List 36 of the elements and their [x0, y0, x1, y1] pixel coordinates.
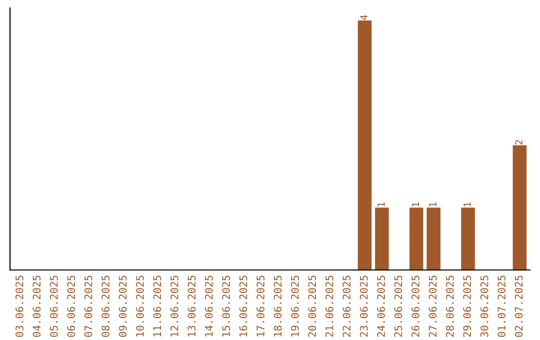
x-tick-label: 30.06.2025 [480, 276, 488, 337]
x-tick-label: 17.06.2025 [256, 276, 264, 336]
x-tick-label: 15.06.2025 [222, 276, 230, 336]
x-tick-label: 18.06.2025 [274, 276, 282, 336]
x-tick-label: 14.06.2025 [204, 276, 213, 336]
x-tick-label: 23.06.2025 [360, 276, 368, 337]
data-label: 4 [360, 15, 368, 20]
x-tick-label: 08.06.2025 [102, 276, 110, 337]
x-tick-label: 04.06.2025 [32, 276, 41, 337]
x-tick-label: 07.06.2025 [84, 276, 92, 337]
x-tick-label: 19.06.2025 [291, 276, 299, 336]
x-tick-label: 20.06.2025 [308, 276, 316, 337]
data-label: 1 [464, 202, 471, 206]
x-tick-label: 21.06.2025 [325, 276, 334, 337]
x-tick-label: 03.06.2025 [16, 276, 24, 337]
data-label: 1 [412, 202, 420, 206]
x-tick-label: 12.06.2025 [170, 276, 178, 336]
x-tick-label: 28.06.2025 [446, 276, 454, 337]
x-tick-label: 27.06.2025 [428, 276, 437, 337]
x-tick-label: 16.06.2025 [239, 276, 248, 336]
x-tick-label: 24.06.2025 [377, 276, 385, 337]
x-tick-label: 10.06.2025 [136, 276, 144, 336]
x-tick-label: 01.07.2025 [498, 276, 506, 337]
x-tick-label: 02.07.2025 [514, 276, 523, 337]
x-tick-label: 09.06.2025 [118, 276, 127, 337]
data-label: 2 [515, 140, 522, 145]
data-label: 1 [378, 202, 385, 206]
x-tick-label: 05.06.2025 [50, 276, 58, 337]
x-tick-label: 06.06.2025 [67, 276, 76, 337]
data-label: 1 [429, 202, 436, 206]
x-tick-label: 11.06.2025 [153, 276, 162, 336]
x-tick-label: 13.06.2025 [188, 276, 196, 336]
x-tick-label: 22.06.2025 [342, 276, 351, 337]
x-tick-label: 25.06.2025 [394, 276, 402, 337]
x-tick-label: 29.06.2025 [463, 276, 472, 337]
x-tick-label: 26.06.2025 [412, 276, 420, 337]
